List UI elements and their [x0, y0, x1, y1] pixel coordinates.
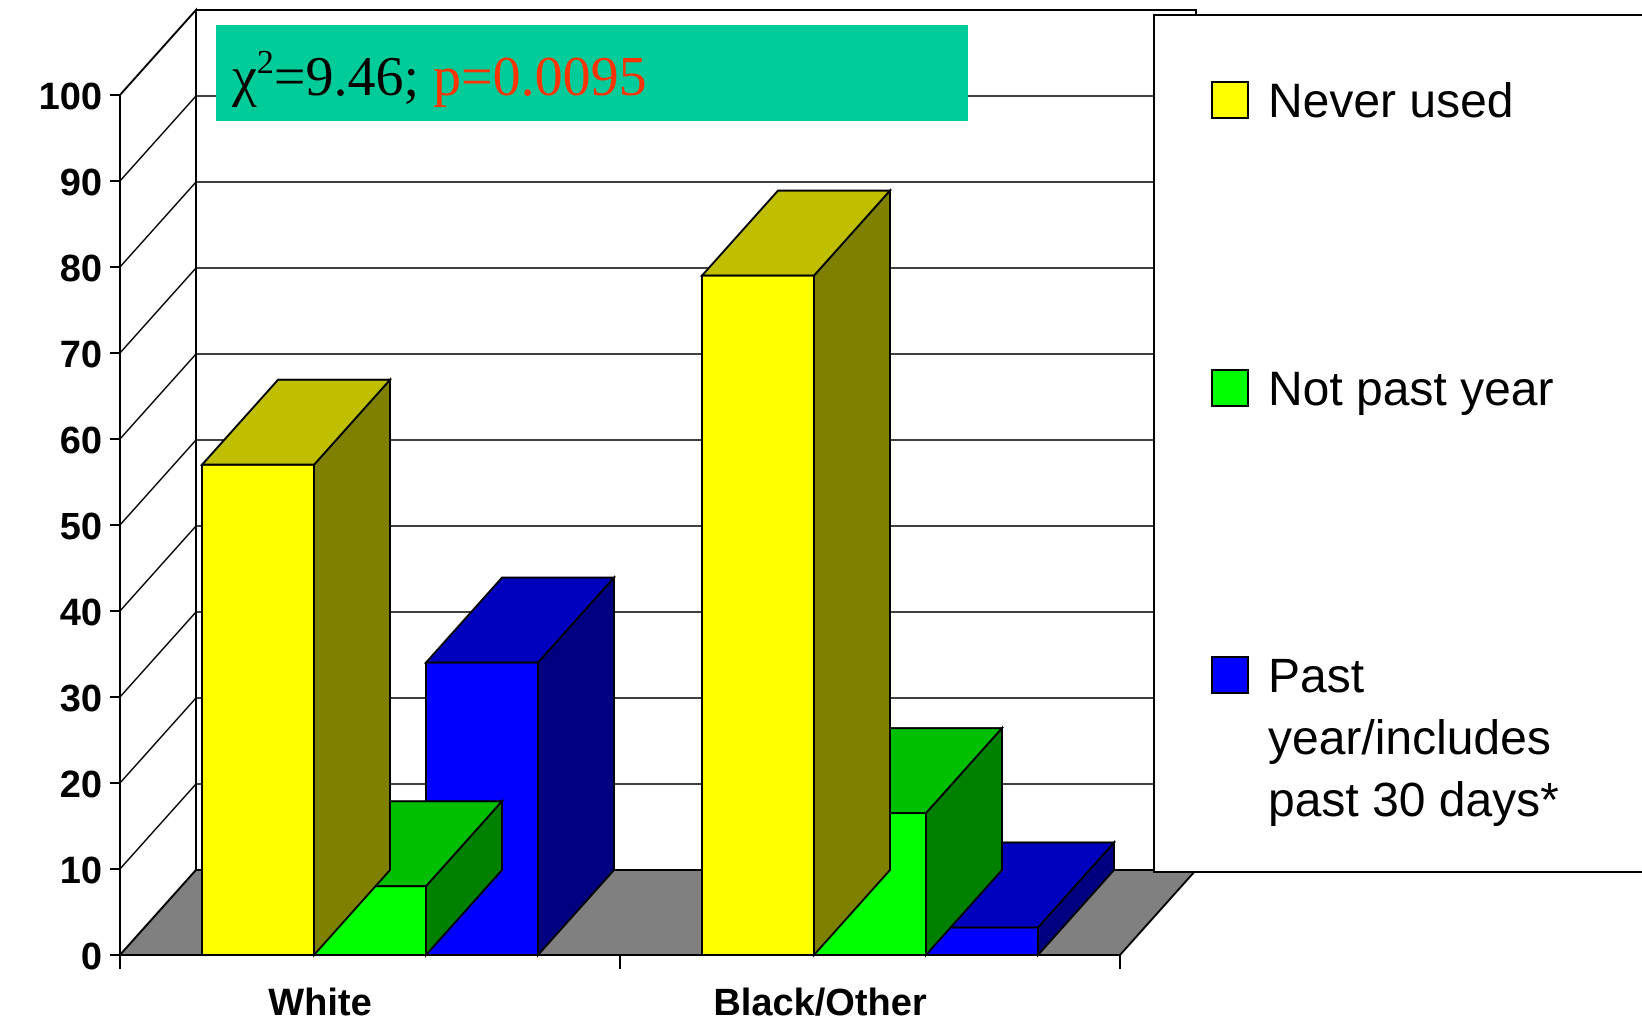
- bar: [923, 839, 1117, 958]
- bar-front: [201, 463, 315, 956]
- y-tick-label: 70: [60, 334, 102, 376]
- legend-label-line: Not past year: [1268, 363, 1553, 416]
- bar-front: [701, 274, 815, 957]
- chi-square-annotation: χ2=9.46; p=0.0095: [216, 25, 968, 121]
- y-tick-label: 80: [60, 248, 102, 290]
- bar-side: [313, 377, 391, 958]
- bar-side: [813, 187, 891, 958]
- legend-swatch: [1211, 656, 1249, 694]
- y-tick-label: 0: [81, 936, 102, 978]
- annotation-box: [216, 25, 968, 121]
- y-tick-label: 60: [60, 420, 102, 462]
- legend-label-line: year/includes: [1268, 712, 1551, 765]
- y-tick-label: 20: [60, 764, 102, 806]
- legend: Never used Not past year Past year/includes…: [1153, 14, 1642, 873]
- gridline-diagonal: [119, 525, 197, 612]
- bar: [199, 377, 393, 958]
- legend-label-line: Past: [1268, 650, 1364, 703]
- y-tick-label: 50: [60, 506, 102, 548]
- gridline-diagonal: [119, 267, 197, 354]
- gridline-diagonal: [119, 181, 197, 268]
- gridline-diagonal: [119, 9, 197, 96]
- y-tick-label: 10: [60, 850, 102, 892]
- gridline-diagonal: [119, 783, 197, 870]
- legend-item: Past year/includes past 30 days*: [1211, 650, 1559, 827]
- category-label: Black/Other: [713, 982, 927, 1024]
- y-axis-ticks: 0 10 20 30 40 50 60 70 80 90 100: [39, 76, 1121, 978]
- p-value: p=0.0095: [433, 46, 647, 108]
- legend-label-line: Never used: [1268, 75, 1513, 128]
- legend-label: Not past year: [1268, 363, 1553, 416]
- gridline-diagonal: [119, 95, 197, 182]
- chi-value: =9.46;: [274, 46, 419, 108]
- legend-label: Never used: [1268, 75, 1513, 128]
- bars: [199, 187, 1117, 958]
- gridline-diagonal: [119, 697, 197, 784]
- annotation-text: χ2=9.46; p=0.0095: [231, 44, 647, 108]
- legend-swatch: [1211, 369, 1249, 407]
- legend-swatch: [1211, 81, 1249, 119]
- legend-item: Never used: [1211, 75, 1513, 128]
- legend-box: [1153, 14, 1642, 873]
- gridline-diagonal: [119, 353, 197, 440]
- bar: [699, 187, 893, 958]
- category-label: White: [268, 982, 371, 1024]
- legend-item: Not past year: [1211, 363, 1553, 416]
- legend-label-line: past 30 days*: [1268, 774, 1559, 827]
- chi-symbol: χ: [231, 46, 257, 108]
- y-tick-label: 90: [60, 162, 102, 204]
- gridline-diagonal: [119, 439, 197, 526]
- legend-label: Past year/includes past 30 days*: [1268, 650, 1559, 827]
- y-tick-label: 40: [60, 592, 102, 634]
- chi-superscript: 2: [257, 44, 274, 81]
- x-axis-categories: White Black/Other: [268, 982, 927, 1024]
- gridline-diagonal: [119, 611, 197, 698]
- y-tick-label: 30: [60, 678, 102, 720]
- y-tick-label: 100: [39, 76, 102, 118]
